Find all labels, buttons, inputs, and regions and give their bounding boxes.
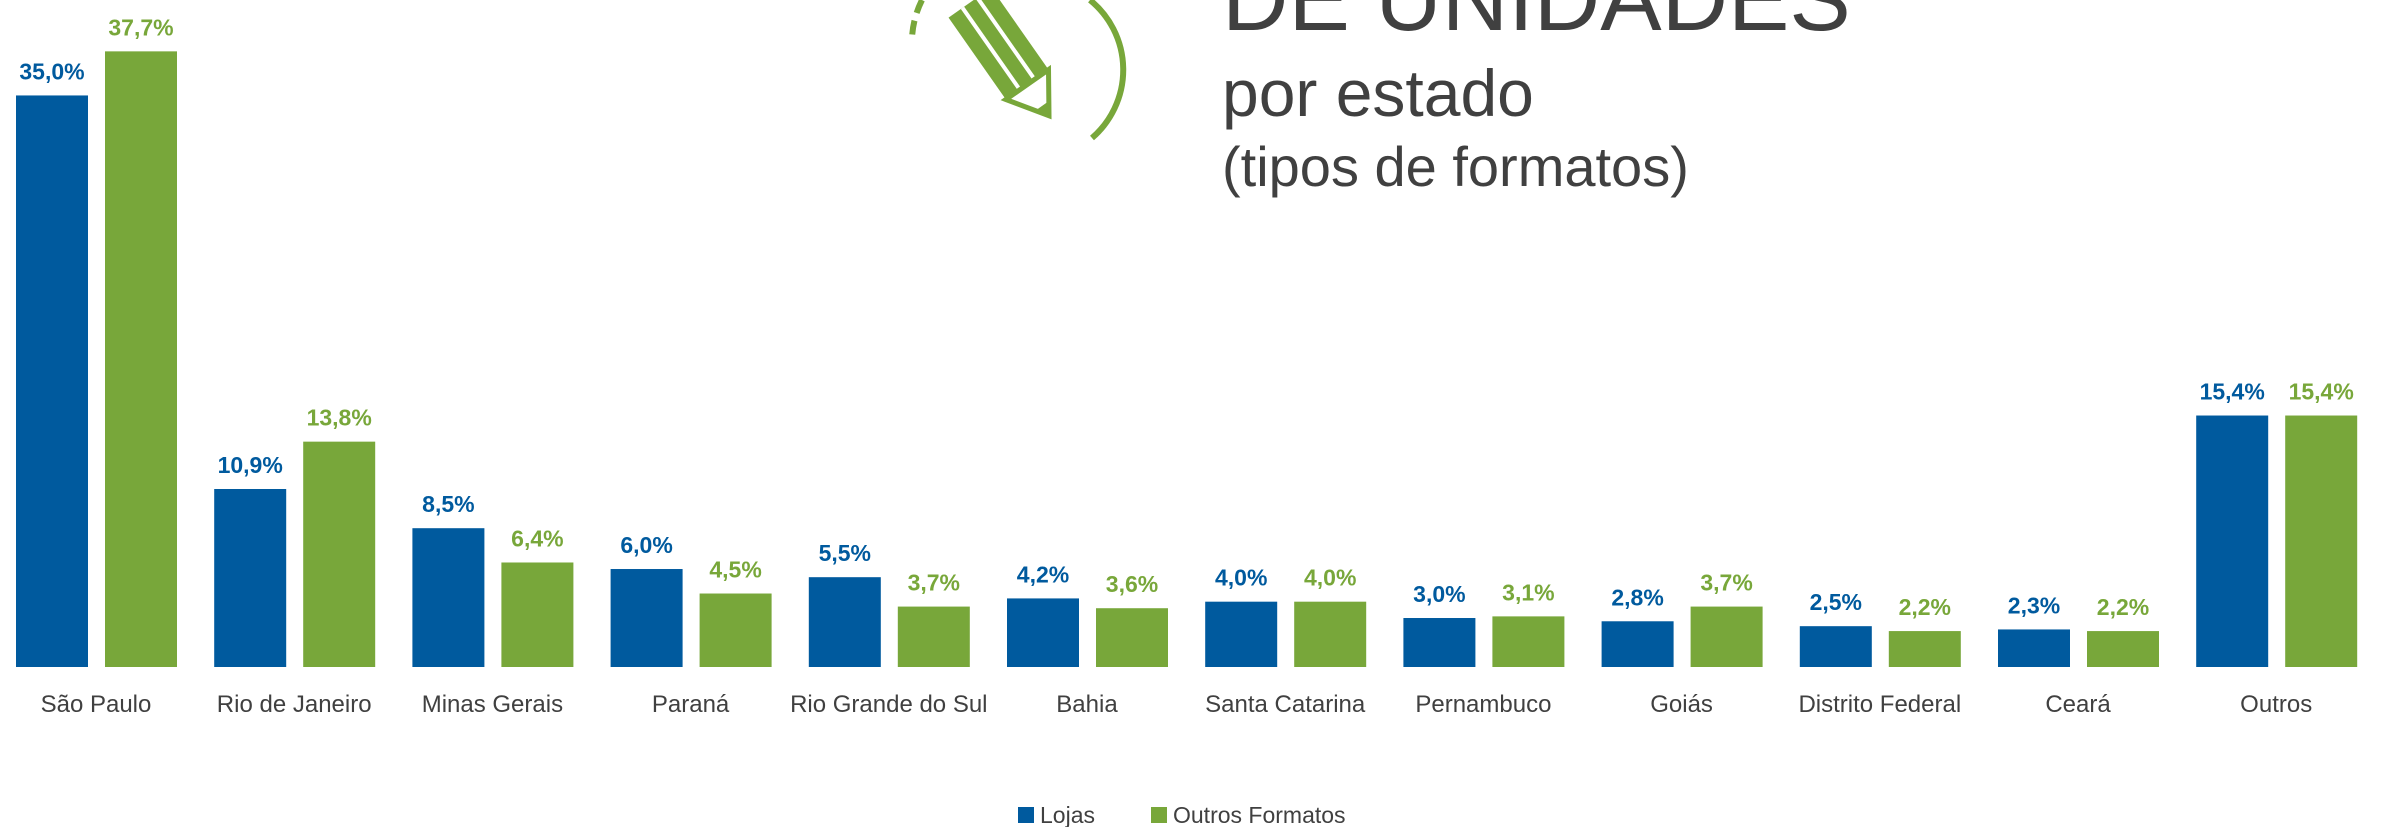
data-label: 2,2% [2097, 594, 2149, 620]
legend-label: Outros Formatos [1173, 802, 1346, 827]
bar [610, 569, 683, 667]
bar [214, 489, 287, 667]
data-label: 4,2% [1017, 561, 1069, 587]
x-tick-label: São Paulo [40, 691, 152, 718]
bar [1690, 606, 1763, 667]
data-label: 4,0% [1215, 565, 1267, 591]
x-tick-label: Paraná [651, 691, 730, 718]
bar [1294, 601, 1367, 667]
data-label: 15,4% [2289, 379, 2354, 405]
x-tick-label: Pernambuco [1415, 691, 1552, 718]
data-label: 3,0% [1413, 581, 1465, 607]
x-tick-label: Rio de Janeiro [216, 691, 372, 718]
bar [105, 51, 177, 667]
icon [909, 0, 1127, 141]
chart-title: DE UNIDADES [1222, 0, 1851, 50]
legend-swatch [1018, 807, 1034, 823]
x-tick-label: Minas Gerais [421, 691, 564, 718]
data-label: 13,8% [307, 405, 372, 431]
bar [808, 577, 881, 667]
data-label: 15,4% [2200, 379, 2265, 405]
bar [699, 593, 772, 667]
bar [303, 441, 376, 667]
x-tick-label: Santa Catarina [1205, 691, 1366, 718]
bar [2285, 415, 2358, 667]
data-label: 5,5% [819, 540, 871, 566]
bar [16, 95, 88, 667]
bar [1998, 629, 2070, 667]
bar [2196, 415, 2269, 667]
data-label: 2,5% [1810, 589, 1862, 615]
x-tick-label: Bahia [1056, 691, 1118, 718]
bar [897, 606, 970, 667]
bar [1601, 621, 1674, 667]
data-label: 6,4% [511, 525, 563, 551]
x-tick-label: Distrito Federal [1798, 691, 1962, 718]
chart-subtitle: (tipos de formatos) [1222, 135, 1689, 198]
data-label: 2,8% [1611, 584, 1663, 610]
data-label: 2,2% [1899, 594, 1951, 620]
bar [1492, 616, 1565, 667]
data-label: 2,3% [2008, 592, 2060, 618]
data-label: 4,0% [1304, 565, 1356, 591]
data-label: 4,5% [709, 557, 761, 583]
data-label: 3,6% [1106, 571, 1158, 597]
x-tick-label: Outros [2240, 691, 2313, 718]
bar [412, 528, 485, 667]
x-tick-label: Ceará [2045, 691, 2111, 718]
x-tick-label: Rio Grande do Sul [790, 691, 988, 718]
data-label: 8,5% [422, 491, 474, 517]
data-label: 3,7% [1700, 570, 1752, 596]
legend-label: Lojas [1040, 802, 1095, 827]
bar [2087, 631, 2159, 667]
data-label: 37,7% [108, 14, 173, 40]
bar [1888, 631, 1961, 667]
data-label: 3,7% [908, 570, 960, 596]
bar [501, 562, 574, 667]
data-label: 10,9% [218, 452, 283, 478]
bar [1007, 598, 1079, 667]
bar [1799, 626, 1872, 667]
x-tick-label: Goiás [1650, 691, 1713, 718]
data-label: 35,0% [19, 58, 84, 84]
data-label: 6,0% [620, 532, 672, 558]
bar [1403, 618, 1476, 667]
chart-subtitle: por estado [1222, 56, 1534, 130]
bar [1096, 608, 1168, 667]
legend-swatch [1151, 807, 1167, 823]
data-label: 3,1% [1502, 579, 1554, 605]
bar [1205, 601, 1278, 667]
